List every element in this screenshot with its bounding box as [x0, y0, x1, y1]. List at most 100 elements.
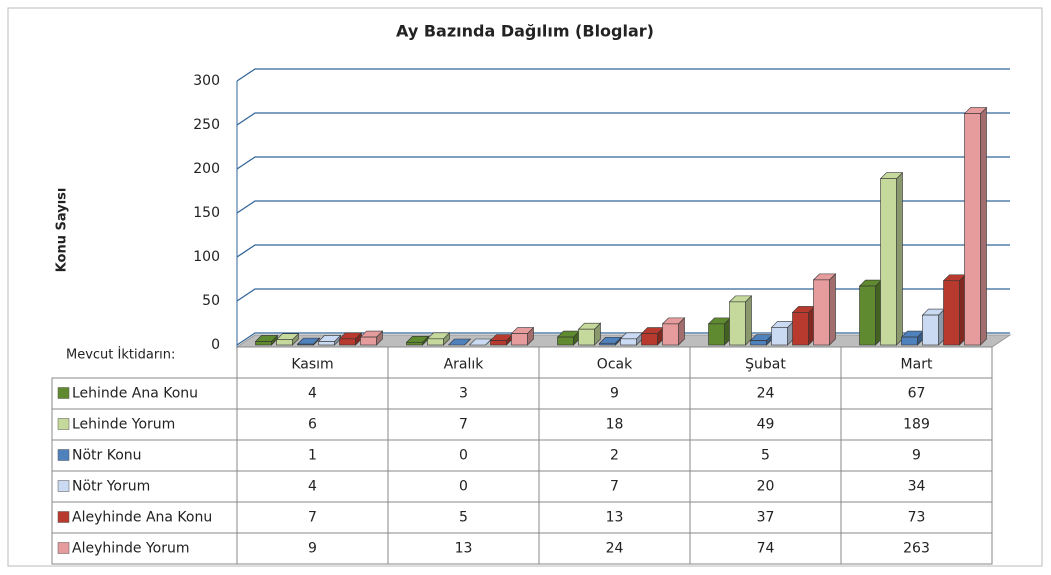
table-value: 263	[903, 541, 930, 557]
grid-line	[236, 200, 1010, 214]
table-value: 49	[757, 417, 775, 433]
table-value: 2	[610, 448, 619, 464]
table-value: 4	[308, 479, 317, 495]
y-tick-label: 100	[193, 249, 220, 265]
legend-swatch	[57, 387, 70, 399]
table-value: 4	[308, 386, 317, 402]
y-tick-label: 200	[193, 161, 220, 177]
bar	[964, 113, 981, 346]
grid-line	[236, 288, 1010, 302]
bar	[255, 341, 272, 346]
bar	[557, 336, 574, 346]
grid-line	[236, 156, 1010, 170]
bar	[339, 338, 356, 346]
table-value: 9	[912, 448, 921, 464]
bar	[511, 333, 528, 346]
bar	[943, 280, 960, 346]
chart-title: Ay Bazında Dağılım (Bloglar)	[396, 22, 654, 41]
y-tick-label: 300	[193, 73, 220, 89]
category-label: Şubat	[745, 357, 786, 373]
grid-line	[236, 112, 1010, 126]
table-value: 67	[908, 386, 926, 402]
table-value: 37	[757, 510, 775, 526]
legend-swatch	[57, 480, 70, 492]
table-value: 13	[606, 510, 624, 526]
table-value: 3	[459, 386, 468, 402]
table-value: 18	[606, 417, 624, 433]
legend-label: Nötr Yorum	[72, 479, 150, 495]
bar-top	[447, 338, 472, 346]
bar	[318, 341, 335, 346]
table-value: 24	[606, 541, 624, 557]
table-value: 7	[459, 417, 468, 433]
bar	[620, 338, 637, 346]
table-value: 9	[610, 386, 619, 402]
table-value: 7	[308, 510, 317, 526]
bar	[708, 323, 725, 346]
legend-label: Lehinde Yorum	[72, 417, 175, 433]
table-value: 34	[908, 479, 926, 495]
grid-line	[236, 68, 1010, 82]
bar	[859, 285, 876, 346]
legend-label: Aleyhinde Yorum	[72, 541, 189, 557]
table-label: Mevcut İktidarın:	[66, 347, 175, 363]
table-value: 73	[908, 510, 926, 526]
bar	[427, 338, 444, 346]
bar-side	[829, 273, 836, 346]
bar	[922, 314, 939, 346]
table-frame	[236, 346, 993, 565]
bar	[771, 327, 788, 346]
y-axis-label: Konu Sayısı	[55, 188, 70, 273]
bar	[813, 279, 830, 346]
table-value: 74	[757, 541, 775, 557]
legend-swatch	[57, 449, 70, 461]
bar-side	[980, 106, 987, 346]
bar	[578, 328, 595, 346]
bar-side	[896, 171, 903, 346]
legend-swatch	[57, 418, 70, 430]
table-value: 13	[455, 541, 473, 557]
bar	[901, 336, 918, 346]
bar	[662, 323, 679, 346]
category-label: Ocak	[597, 357, 633, 373]
table-value: 0	[459, 479, 468, 495]
bar	[297, 343, 314, 346]
bar	[750, 340, 767, 346]
category-label: Aralık	[444, 357, 485, 373]
table-value: 1	[308, 448, 317, 464]
bar	[276, 339, 293, 346]
category-label: Mart	[901, 357, 933, 373]
bar	[406, 342, 423, 346]
bar-top	[468, 338, 493, 346]
legend-swatch	[57, 511, 70, 523]
category-label: Kasım	[291, 357, 333, 373]
y-tick-label: 0	[211, 337, 220, 353]
grid-line	[236, 332, 1010, 346]
legend-label: Nötr Konu	[72, 448, 142, 464]
bar	[880, 178, 897, 346]
table-value: 5	[761, 448, 770, 464]
table-value: 7	[610, 479, 619, 495]
table-value: 5	[459, 510, 468, 526]
y-tick-label: 50	[202, 293, 220, 309]
table-value: 189	[903, 417, 930, 433]
legend-label: Aleyhinde Ana Konu	[72, 510, 212, 526]
y-tick-label: 150	[193, 205, 220, 221]
legend-swatch	[57, 542, 70, 554]
y-tick-label: 250	[193, 117, 220, 133]
bar	[729, 301, 746, 346]
table-value: 20	[757, 479, 775, 495]
grid-line	[236, 244, 1010, 258]
legend-label: Lehinde Ana Konu	[72, 386, 198, 402]
bar	[490, 340, 507, 346]
bar-side	[745, 295, 752, 346]
table-value: 24	[757, 386, 775, 402]
table-value: 6	[308, 417, 317, 433]
table-value: 0	[459, 448, 468, 464]
chart-border	[7, 7, 1043, 567]
table-value: 9	[308, 541, 317, 557]
bar	[360, 336, 377, 346]
bar	[641, 333, 658, 346]
bar	[792, 312, 809, 346]
